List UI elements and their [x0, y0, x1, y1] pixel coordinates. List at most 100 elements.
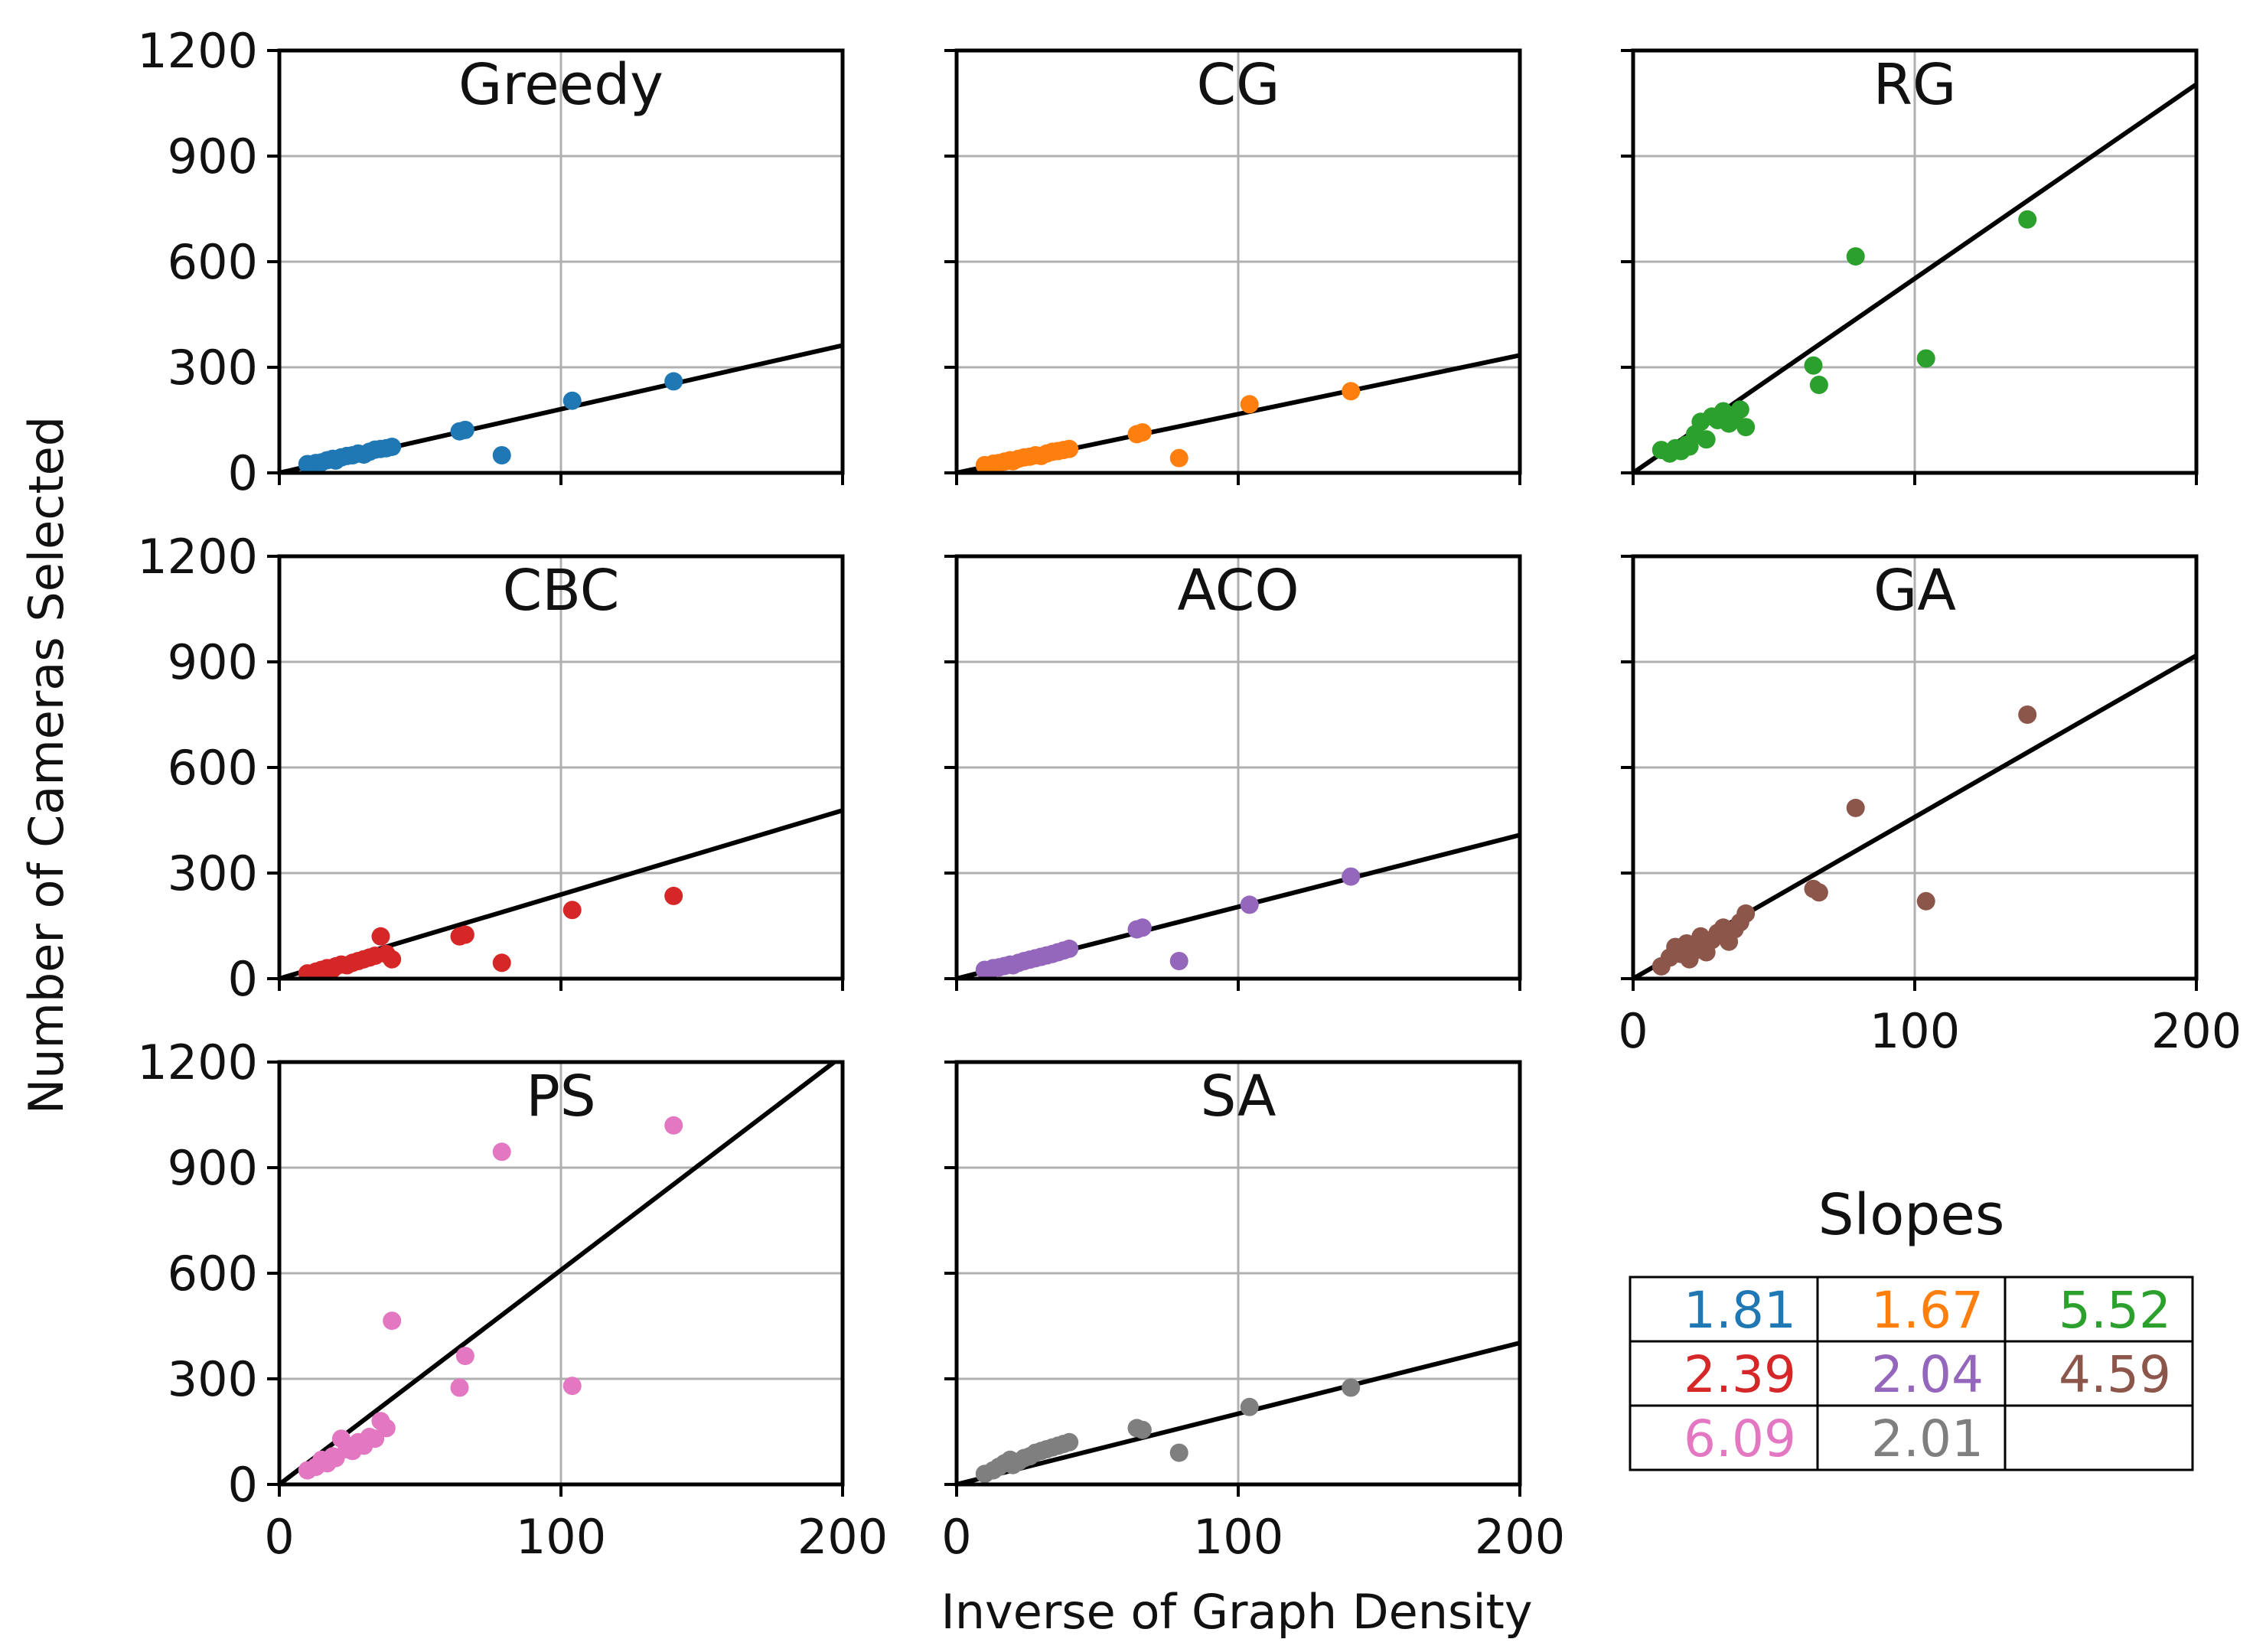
- panel-title-sa: SA: [1201, 1064, 1276, 1129]
- data-point-ga: [1916, 891, 1935, 911]
- panel-ga: 0 100 200 GA: [1618, 554, 2242, 1059]
- data-point-ps: [562, 1377, 582, 1396]
- y-tick-label: 300: [168, 1351, 258, 1407]
- data-point-rg: [2018, 210, 2037, 229]
- panel-title-aco: ACO: [1177, 558, 1299, 624]
- data-point-cbc: [492, 953, 511, 973]
- data-point-ps: [383, 1311, 402, 1331]
- y-tick-label: 900: [168, 634, 258, 690]
- data-point-ps: [455, 1347, 474, 1366]
- data-point-cg: [1342, 382, 1361, 401]
- data-point-aco: [1169, 952, 1188, 970]
- y-tick-label: 1200: [137, 1035, 258, 1090]
- panel-cg: CG: [944, 48, 1522, 485]
- data-point-cg: [1240, 395, 1259, 414]
- panels-layer: 0 300 600 900 1200 Greedy CG RG 0 300 600 900 1200 CB…: [137, 23, 2242, 1565]
- x-tick-label: 200: [2151, 1003, 2242, 1059]
- data-point-sa: [1240, 1397, 1259, 1416]
- panel-title-ps: PS: [526, 1064, 596, 1129]
- x-tick-label: 100: [516, 1509, 606, 1565]
- data-point-ps: [492, 1142, 511, 1162]
- data-point-greedy: [455, 420, 474, 439]
- panel-title-cg: CG: [1196, 52, 1280, 118]
- x-tick-label: 200: [1475, 1509, 1565, 1565]
- y-tick-label: 900: [168, 129, 258, 184]
- panel-aco: ACO: [944, 554, 1522, 991]
- panel-title-ga: GA: [1873, 558, 1956, 624]
- data-point-cg: [1133, 423, 1152, 442]
- y-tick-label: 1200: [137, 529, 258, 585]
- panel-cbc: 0 300 600 900 1200 CBC: [137, 529, 845, 1007]
- data-point-ga: [1846, 798, 1865, 817]
- data-point-rg: [1916, 349, 1935, 368]
- slopes-table-title: Slopes: [1818, 1182, 2005, 1248]
- data-point-ga: [1809, 883, 1828, 902]
- x-tick-label: 100: [1870, 1003, 1960, 1059]
- data-point-greedy: [562, 391, 582, 410]
- panel-ps: 0 300 600 900 1200 0 100 200 PS: [137, 1035, 888, 1565]
- data-point-cbc: [562, 901, 582, 920]
- data-point-ga: [2018, 705, 2037, 724]
- data-point-cg: [1060, 439, 1079, 458]
- data-point-cbc: [371, 927, 390, 946]
- slopes-table-value: 2.04: [1871, 1345, 1984, 1404]
- data-point-sa: [1342, 1378, 1361, 1397]
- data-point-cg: [1169, 448, 1188, 468]
- panel-title-cbc: CBC: [503, 558, 620, 624]
- slopes-table-value: 6.09: [1684, 1409, 1796, 1468]
- fit-line-sa: [957, 1341, 1520, 1484]
- y-axis-label: Number of Cameras Selected: [18, 416, 74, 1114]
- data-point-rg: [1809, 376, 1828, 394]
- data-point-rg: [1697, 430, 1716, 449]
- y-tick-label: 1200: [137, 23, 258, 79]
- data-point-ga: [1736, 904, 1756, 923]
- data-point-greedy: [383, 437, 402, 456]
- data-point-greedy: [492, 446, 511, 464]
- y-tick-label: 0: [228, 1457, 258, 1513]
- data-point-sa: [1169, 1443, 1188, 1462]
- panel-rg: RG: [1621, 48, 2199, 485]
- panel-title-rg: RG: [1873, 52, 1957, 118]
- y-tick-label: 600: [168, 740, 258, 796]
- panel-title-greedy: Greedy: [458, 52, 664, 118]
- fit-line-ps: [279, 1062, 839, 1484]
- data-point-sa: [1133, 1420, 1152, 1439]
- data-point-sa: [1060, 1432, 1079, 1452]
- data-point-rg: [1846, 247, 1865, 266]
- data-point-rg: [1730, 400, 1749, 419]
- y-tick-label: 300: [168, 846, 258, 901]
- data-point-greedy: [664, 372, 683, 391]
- data-point-rg: [1804, 356, 1823, 375]
- panel-sa: 0 100 200 SA: [941, 1060, 1565, 1565]
- slopes-table-value: 2.39: [1684, 1345, 1796, 1404]
- data-point-aco: [1133, 918, 1152, 937]
- y-tick-label: 600: [168, 1246, 258, 1302]
- data-point-aco: [1240, 895, 1259, 914]
- panel-greedy: 0 300 600 900 1200 Greedy: [137, 23, 845, 501]
- data-point-aco: [1060, 939, 1079, 958]
- data-point-cbc: [664, 886, 683, 905]
- slopes-table-value: 4.59: [2059, 1345, 2171, 1404]
- slopes-table-value: 2.01: [1871, 1409, 1984, 1468]
- x-axis-label: Inverse of Graph Density: [941, 1584, 1532, 1640]
- data-point-ps: [664, 1116, 683, 1135]
- slopes-table-value: 1.67: [1871, 1281, 1984, 1340]
- slopes-table-value: 5.52: [2059, 1281, 2171, 1340]
- x-tick-label: 0: [1618, 1003, 1648, 1059]
- data-point-cbc: [455, 925, 474, 944]
- slopes-table-cell: [2004, 1404, 2194, 1471]
- x-tick-label: 100: [1193, 1509, 1283, 1565]
- x-tick-label: 0: [941, 1509, 971, 1565]
- data-point-cbc: [383, 950, 402, 969]
- y-tick-label: 300: [168, 340, 258, 396]
- slopes-table-value: 1.81: [1684, 1281, 1796, 1340]
- data-point-aco: [1342, 867, 1361, 886]
- y-tick-label: 900: [168, 1140, 258, 1196]
- data-point-rg: [1736, 418, 1756, 437]
- data-point-ps: [377, 1419, 396, 1438]
- y-tick-label: 0: [228, 445, 258, 501]
- x-tick-label: 0: [264, 1509, 294, 1565]
- y-tick-label: 600: [168, 234, 258, 290]
- slopes-table: Slopes 1.81 1.67 5.52 2.39 2.04 4.59 6.09 2.01: [1629, 1182, 2194, 1471]
